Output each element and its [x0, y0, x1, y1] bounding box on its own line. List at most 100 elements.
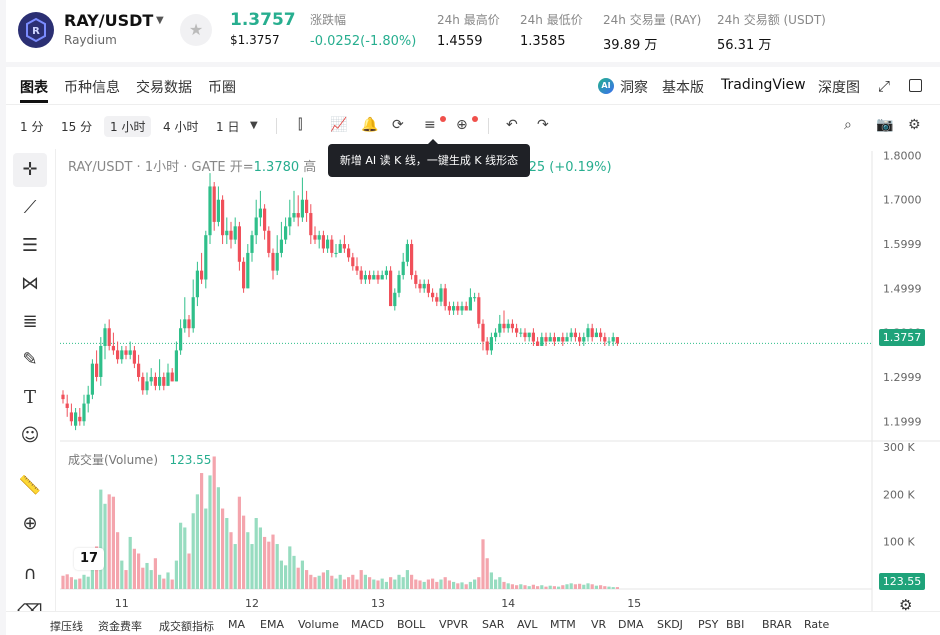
- emoji-icon[interactable]: ☺: [20, 425, 40, 446]
- candle-body: [447, 306, 451, 311]
- indicator-boll[interactable]: BOLL: [397, 618, 426, 631]
- tab-coin-info[interactable]: 币种信息: [64, 80, 120, 96]
- candle-body: [275, 252, 279, 271]
- volume-value: 123.55: [169, 453, 212, 467]
- volume-bar: [380, 578, 384, 589]
- tab-tradingview[interactable]: TradingView: [721, 77, 806, 93]
- fibonacci-icon[interactable]: ≣: [22, 311, 38, 332]
- candle-body: [582, 337, 586, 342]
- candle-body: [99, 345, 103, 377]
- tradingview-logo[interactable]: 17: [74, 548, 104, 570]
- tab-community[interactable]: 币圈: [208, 80, 236, 96]
- volume-bar: [237, 496, 241, 589]
- indicator-vr[interactable]: VR: [591, 618, 607, 631]
- indicator-sar[interactable]: SAR: [482, 618, 505, 631]
- candle-body: [200, 270, 204, 280]
- indicator-volume[interactable]: Volume: [298, 618, 339, 631]
- candle-body: [502, 323, 506, 329]
- indicators-icon[interactable]: 📈: [330, 117, 348, 133]
- text-tool-icon[interactable]: T: [23, 387, 36, 408]
- indicator-macd[interactable]: MACD: [351, 618, 384, 631]
- indicator-成交额指标[interactable]: 成交额指标: [159, 620, 214, 633]
- brush-icon[interactable]: ✎: [22, 349, 38, 370]
- indicator-vpvr[interactable]: VPVR: [439, 618, 469, 631]
- indicator-dma[interactable]: DMA: [618, 618, 644, 631]
- window-icon[interactable]: [909, 79, 922, 92]
- tab-ai-insight[interactable]: 洞察: [620, 80, 648, 96]
- indicator-psy[interactable]: PSY: [698, 618, 719, 631]
- alert-icon[interactable]: 🔔: [361, 117, 379, 133]
- indicator-rate[interactable]: Rate: [804, 618, 830, 631]
- candle-type-icon[interactable]: ⫿: [298, 117, 303, 133]
- pair-name[interactable]: RAY/USDT: [64, 11, 154, 30]
- timeframe-15m[interactable]: 15 分: [61, 120, 93, 134]
- project-name: Raydium: [64, 33, 117, 47]
- undo-icon[interactable]: ↶: [506, 117, 518, 133]
- volume-bar: [510, 584, 514, 589]
- ruler-icon[interactable]: 📏: [18, 475, 42, 496]
- timeframe-1m[interactable]: 1 分: [20, 120, 44, 134]
- indicator-ema[interactable]: EMA: [260, 618, 284, 631]
- svg-text:R: R: [32, 26, 40, 37]
- toolbar-divider: [276, 118, 277, 134]
- volume-bar: [191, 513, 195, 589]
- indicator-mtm[interactable]: MTM: [550, 618, 576, 631]
- volume-bar: [263, 536, 267, 589]
- stat-low: 24h 最低价 1.3585: [520, 11, 583, 49]
- candle-body: [489, 337, 493, 351]
- tab-depth[interactable]: 深度图: [818, 80, 860, 96]
- volume-bar: [174, 560, 178, 589]
- volume-bar: [162, 578, 166, 589]
- volume-bar: [506, 583, 510, 589]
- volume-bar: [347, 577, 351, 589]
- indicator-skdj[interactable]: SKDJ: [657, 618, 683, 631]
- gear-icon[interactable]: ⚙: [908, 117, 921, 133]
- volume-bar: [258, 527, 262, 589]
- add-icon[interactable]: ⊕: [456, 117, 468, 133]
- indicator-brar[interactable]: BRAR: [762, 618, 792, 631]
- indicator-资金费率[interactable]: 资金费率: [98, 620, 142, 633]
- indicator-bbi[interactable]: BBI: [726, 618, 745, 631]
- volume-tick-label: 300 K: [883, 441, 915, 454]
- horizontal-lines-icon[interactable]: ☰: [21, 235, 39, 256]
- x-tick-label: 12: [245, 597, 259, 610]
- timeframe-1d[interactable]: 1 日: [216, 120, 240, 134]
- zoom-in-icon[interactable]: ⊕: [22, 513, 38, 534]
- ai-kline-icon[interactable]: ≡: [424, 117, 436, 133]
- candle-body: [284, 226, 288, 240]
- search-icon[interactable]: ⌕: [844, 117, 852, 133]
- volume-bar: [137, 553, 141, 589]
- tab-basic[interactable]: 基本版: [662, 80, 704, 96]
- camera-icon[interactable]: 📷: [876, 117, 894, 133]
- y-tick-label: 1.4999: [883, 282, 922, 295]
- crosshair-icon[interactable]: ✛: [13, 153, 47, 187]
- timeframe-dropdown-icon[interactable]: ▼: [250, 120, 258, 131]
- magnet-icon[interactable]: ∩: [23, 563, 37, 584]
- candle-body: [359, 270, 363, 280]
- axis-settings-icon[interactable]: ⚙: [899, 596, 913, 614]
- replay-icon[interactable]: ⟳: [392, 117, 404, 133]
- indicator-avl[interactable]: AVL: [517, 618, 538, 631]
- favorite-star-icon[interactable]: ★: [180, 14, 212, 46]
- ai-insight-icon[interactable]: AI: [598, 78, 614, 94]
- indicator-ma[interactable]: MA: [228, 618, 246, 631]
- volume-bar: [615, 587, 619, 589]
- candle-body: [460, 306, 464, 311]
- volume-bar: [590, 584, 594, 589]
- timeframe-4h[interactable]: 4 小时: [163, 120, 199, 134]
- tab-chart[interactable]: 图表: [20, 80, 48, 96]
- redo-icon[interactable]: ↷: [537, 117, 549, 133]
- volume-bar: [124, 570, 128, 589]
- stat-value: 1.4559: [437, 34, 483, 49]
- expand-icon[interactable]: ⤢: [878, 77, 891, 95]
- x-tick-label: 13: [371, 597, 385, 610]
- volume-bar: [195, 494, 199, 589]
- pair-dropdown-icon[interactable]: ▼: [156, 15, 164, 26]
- indicator-撑压线[interactable]: 撑压线: [50, 620, 83, 633]
- tab-trade-data[interactable]: 交易数据: [136, 80, 192, 96]
- legend-open-value: 1.3780: [253, 160, 300, 175]
- pattern-icon[interactable]: ⋈: [21, 273, 39, 294]
- trend-line-icon[interactable]: ⟋: [23, 197, 37, 218]
- timeframe-1h[interactable]: 1 小时: [104, 116, 152, 137]
